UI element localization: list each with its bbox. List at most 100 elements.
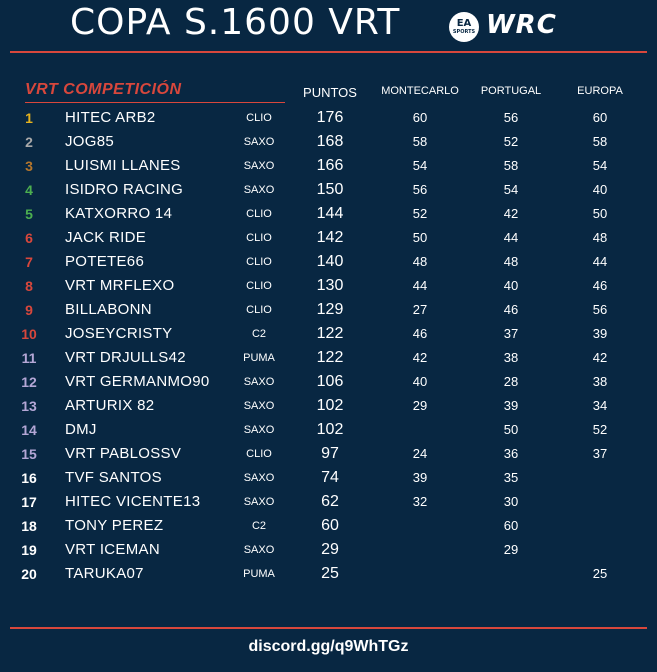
montecarlo-points: 46 [412, 326, 428, 341]
table-row: 11 VRT DRJULLS42 PUMA 122 42 38 42 [0, 346, 657, 370]
europa-points: 54 [592, 158, 608, 173]
points: 102 [316, 397, 344, 414]
driver-name: ARTURIX 82 [65, 397, 155, 414]
driver-name: VRT MRFLEXO [65, 277, 175, 294]
driver-name: POTETE66 [65, 253, 145, 270]
points: 122 [316, 349, 344, 366]
header-divider [10, 51, 647, 53]
points: 102 [316, 421, 344, 438]
column-header-points: PUNTOS [303, 85, 357, 100]
table-row: 10 JOSEYCRISTY C2 122 46 37 39 [0, 322, 657, 346]
portugal-points: 35 [503, 470, 519, 485]
portugal-points: 60 [503, 518, 519, 533]
points: 144 [316, 205, 344, 222]
car-model: SAXO [243, 160, 275, 172]
points: 74 [321, 469, 339, 486]
montecarlo-points: 52 [412, 206, 428, 221]
driver-name: TARUKA07 [65, 565, 144, 582]
portugal-points: 28 [503, 374, 519, 389]
position: 13 [21, 398, 37, 414]
position: 20 [21, 566, 37, 582]
car-model: CLIO [246, 304, 272, 316]
europa-points: 56 [592, 302, 608, 317]
car-model: SAXO [243, 136, 275, 148]
position: 9 [25, 302, 33, 318]
table-row: 1 HITEC ARB2 CLIO 176 60 56 60 [0, 106, 657, 130]
position: 6 [25, 230, 33, 246]
position: 7 [25, 254, 33, 270]
car-model: SAXO [243, 424, 275, 436]
driver-name: KATXORRO 14 [65, 205, 173, 222]
points: 60 [321, 517, 339, 534]
points: 142 [316, 229, 344, 246]
portugal-points: 40 [503, 278, 519, 293]
driver-name: JACK RIDE [65, 229, 147, 246]
points: 130 [316, 277, 344, 294]
montecarlo-points: 56 [412, 182, 428, 197]
europa-points: 60 [592, 110, 608, 125]
portugal-points: 54 [503, 182, 519, 197]
table-row: 20 TARUKA07 PUMA 25 25 [0, 562, 657, 586]
position: 17 [21, 494, 37, 510]
points: 166 [316, 157, 344, 174]
montecarlo-points: 42 [412, 350, 428, 365]
europa-points: 39 [592, 326, 608, 341]
page-title: COPA S.1600 VRT [70, 2, 401, 43]
position: 5 [25, 206, 33, 222]
column-header-portugal: PORTUGAL [480, 85, 542, 97]
europa-points: 40 [592, 182, 608, 197]
montecarlo-points: 39 [412, 470, 428, 485]
driver-name: DMJ [65, 421, 97, 438]
table-row: 19 VRT ICEMAN SAXO 29 29 [0, 538, 657, 562]
table-row: 8 VRT MRFLEXO CLIO 130 44 40 46 [0, 274, 657, 298]
montecarlo-points: 32 [412, 494, 428, 509]
europa-points: 37 [592, 446, 608, 461]
points: 140 [316, 253, 344, 270]
europa-points: 38 [592, 374, 608, 389]
points: 176 [316, 109, 344, 126]
table-row: 4 ISIDRO RACING SAXO 150 56 54 40 [0, 178, 657, 202]
position: 16 [21, 470, 37, 486]
driver-name: JOG85 [65, 133, 115, 150]
car-model: C2 [251, 328, 267, 340]
points: 97 [321, 445, 339, 462]
europa-points: 34 [592, 398, 608, 413]
montecarlo-points: 50 [412, 230, 428, 245]
car-model: CLIO [246, 448, 272, 460]
position: 3 [25, 158, 33, 174]
car-model: SAXO [243, 376, 275, 388]
portugal-points: 58 [503, 158, 519, 173]
points: 25 [321, 565, 339, 582]
points: 106 [316, 373, 344, 390]
footer-divider [10, 627, 647, 629]
montecarlo-points: 27 [412, 302, 428, 317]
car-model: C2 [251, 520, 267, 532]
driver-name: VRT ICEMAN [65, 541, 160, 558]
ea-logo-subtext: SPORTS [452, 29, 476, 35]
position: 1 [25, 110, 33, 126]
portugal-points: 56 [503, 110, 519, 125]
table-row: 14 DMJ SAXO 102 50 52 [0, 418, 657, 442]
car-model: CLIO [246, 208, 272, 220]
table-row: 13 ARTURIX 82 SAXO 102 29 39 34 [0, 394, 657, 418]
car-model: SAXO [243, 544, 275, 556]
europa-points: 48 [592, 230, 608, 245]
ea-logo-text: EA [456, 18, 472, 29]
points: 168 [316, 133, 344, 150]
table-row: 17 HITEC VICENTE13 SAXO 62 32 30 [0, 490, 657, 514]
table-row: 6 JACK RIDE CLIO 142 50 44 48 [0, 226, 657, 250]
table-row: 5 KATXORRO 14 CLIO 144 52 42 50 [0, 202, 657, 226]
points: 122 [316, 325, 344, 342]
car-model: SAXO [243, 400, 275, 412]
montecarlo-points: 40 [412, 374, 428, 389]
position: 4 [25, 182, 33, 198]
driver-name: HITEC ARB2 [65, 109, 156, 126]
car-model: CLIO [246, 280, 272, 292]
montecarlo-points: 44 [412, 278, 428, 293]
discord-link[interactable]: discord.gg/q9WhTGz [248, 638, 409, 655]
portugal-points: 42 [503, 206, 519, 221]
table-row: 15 VRT PABLOSSV CLIO 97 24 36 37 [0, 442, 657, 466]
driver-name: VRT GERMANMO90 [65, 373, 210, 390]
table-row: 16 TVF SANTOS SAXO 74 39 35 [0, 466, 657, 490]
europa-points: 52 [592, 422, 608, 437]
